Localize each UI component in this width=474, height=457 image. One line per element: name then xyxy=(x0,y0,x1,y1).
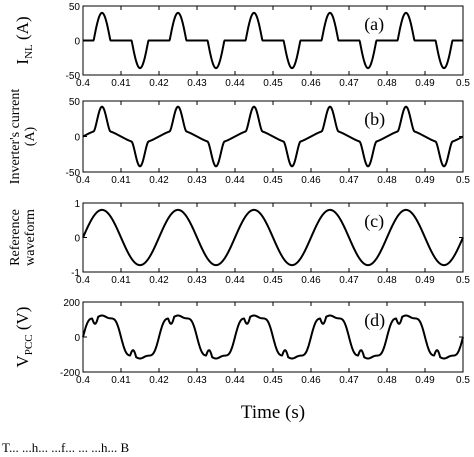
x-tick-label: 0.46 xyxy=(301,175,321,186)
x-tick-label: 0.45 xyxy=(263,275,283,286)
x-tick-label: 0.47 xyxy=(339,375,359,386)
figure: 0.4 0.41 0.42 0.43 0.44 0.45 0.46 0.47 0.48 0.49 0… xyxy=(8,2,470,423)
y-tick-label: 50 xyxy=(69,97,81,108)
x-tick-label: 0.42 xyxy=(149,175,169,186)
panel-label: (a) xyxy=(364,14,384,35)
panel-label: (b) xyxy=(364,109,385,130)
x-tick-label: 0.45 xyxy=(263,175,283,186)
x-tick-label: 0.4 xyxy=(76,78,90,89)
y-tick-label: -50 xyxy=(66,168,81,179)
panel-label: (c) xyxy=(364,211,384,232)
x-tick-label: 0.48 xyxy=(377,175,397,186)
x-tick-label: 0.44 xyxy=(225,375,245,386)
x-tick-label: 0.44 xyxy=(225,175,245,186)
panel-a: 0.4 0.41 0.42 0.43 0.44 0.45 0.46 0.47 0.48 0.49 0… xyxy=(13,2,470,89)
x-tick-label: 0.5 xyxy=(456,275,470,286)
x-tick-label: 0.44 xyxy=(225,275,245,286)
x-tick-label: 0.5 xyxy=(456,78,470,89)
x-tick-label: 0.48 xyxy=(377,275,397,286)
x-axis-label: Time (s) xyxy=(241,402,305,423)
x-tick-label: 0.43 xyxy=(187,175,207,186)
y-tick-label: 0 xyxy=(74,333,80,344)
x-tick-label: 0.49 xyxy=(415,375,435,386)
x-tick-label: 0.4 xyxy=(76,175,90,186)
x-tick-label: 0.45 xyxy=(263,375,283,386)
y-axis-label: VPCC (V) xyxy=(13,307,35,368)
y-axis-label: Inverter's current(A) xyxy=(8,89,38,185)
series-line xyxy=(82,11,464,70)
x-tick-label: 0.46 xyxy=(301,275,321,286)
x-tick-label: 0.41 xyxy=(111,78,131,89)
x-tick-label: 0.48 xyxy=(377,375,397,386)
figure-caption: T... ...h... ...f... ... ...h... B xyxy=(2,440,130,455)
x-tick-label: 0.42 xyxy=(149,375,169,386)
x-tick-label: 0.41 xyxy=(111,375,131,386)
x-tick-label: 0.42 xyxy=(149,275,169,286)
y-tick-label: 0 xyxy=(74,234,80,245)
y-tick-label: -1 xyxy=(71,268,80,279)
panel-c: 0.4 0.41 0.42 0.43 0.44 0.45 0.46 0.47 0.48 0.49 0… xyxy=(8,199,470,286)
y-tick-label: -50 xyxy=(66,71,81,82)
x-tick-label: 0.42 xyxy=(149,78,169,89)
x-tick-label: 0.43 xyxy=(187,375,207,386)
y-tick-label: 0 xyxy=(74,37,80,48)
x-tick-label: 0.46 xyxy=(301,78,321,89)
x-tick-label: 0.4 xyxy=(76,375,90,386)
y-tick-label: 0 xyxy=(74,133,80,144)
x-tick-label: 0.46 xyxy=(301,375,321,386)
y-tick-label: 200 xyxy=(63,298,80,309)
panel-d: 0.4 0.41 0.42 0.43 0.44 0.45 0.46 0.47 0.48 0.49 0… xyxy=(13,298,470,386)
x-tick-label: 0.49 xyxy=(415,78,435,89)
series-line xyxy=(82,314,464,360)
x-tick-label: 0.45 xyxy=(263,78,283,89)
x-tick-label: 0.4 xyxy=(76,275,90,286)
panel-b: 0.4 0.41 0.42 0.43 0.44 0.45 0.46 0.47 0.48 0.49 0… xyxy=(8,89,470,186)
y-tick-label: -200 xyxy=(60,368,80,379)
x-tick-label: 0.47 xyxy=(339,78,359,89)
x-tick-label: 0.49 xyxy=(415,175,435,186)
y-tick-label: 1 xyxy=(74,199,80,210)
x-tick-label: 0.5 xyxy=(456,375,470,386)
x-tick-label: 0.43 xyxy=(187,275,207,286)
x-tick-label: 0.47 xyxy=(339,175,359,186)
x-tick-label: 0.44 xyxy=(225,78,245,89)
x-tick-label: 0.41 xyxy=(111,275,131,286)
x-tick-label: 0.47 xyxy=(339,275,359,286)
y-axis-label: Referencewaveform xyxy=(8,209,38,266)
x-tick-label: 0.41 xyxy=(111,175,131,186)
panel-label: (d) xyxy=(364,310,385,331)
series-line xyxy=(82,208,464,267)
x-tick-label: 0.49 xyxy=(415,275,435,286)
y-tick-label: 50 xyxy=(69,2,81,13)
x-tick-label: 0.43 xyxy=(187,78,207,89)
x-tick-label: 0.5 xyxy=(456,175,470,186)
y-axis-label: INL (A) xyxy=(13,16,35,64)
x-tick-label: 0.48 xyxy=(377,78,397,89)
series-line xyxy=(82,105,464,168)
